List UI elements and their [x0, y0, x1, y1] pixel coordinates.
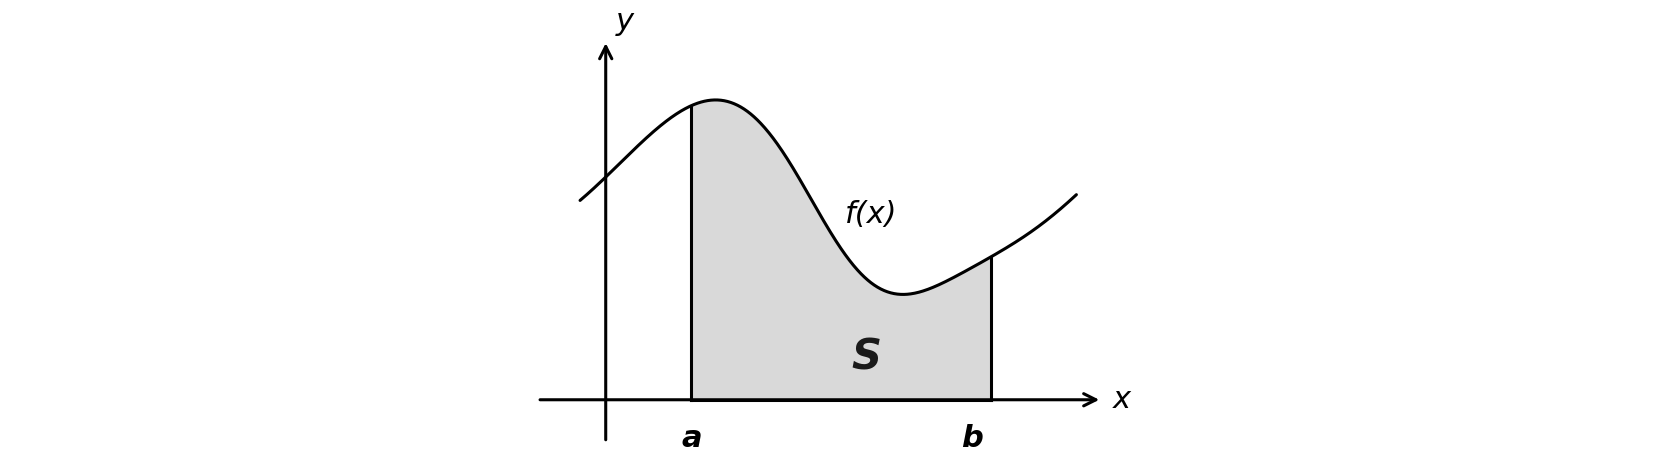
- Text: y: y: [616, 7, 634, 36]
- Text: S: S: [852, 337, 882, 379]
- Text: a: a: [681, 424, 701, 453]
- Text: b: b: [960, 424, 982, 453]
- Text: f(x): f(x): [845, 200, 897, 229]
- Text: x: x: [1112, 385, 1130, 414]
